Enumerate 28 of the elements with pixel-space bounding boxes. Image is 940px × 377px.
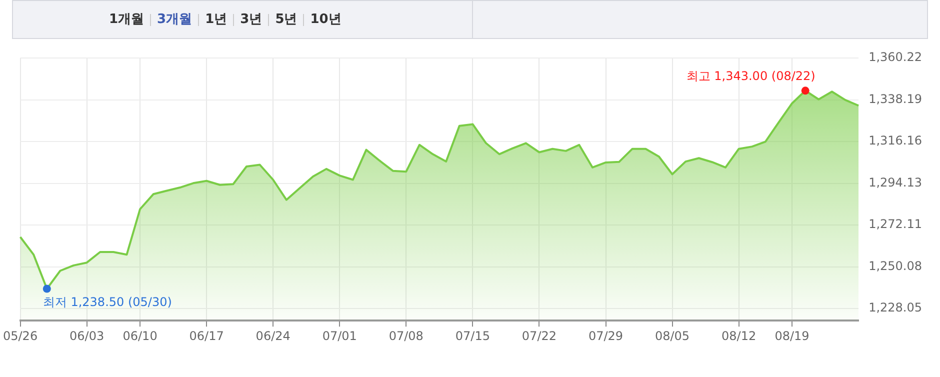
y-tick-label: 1,360.22 (868, 50, 922, 64)
y-tick-label: 1,272.11 (868, 217, 922, 232)
y-tick-label: 1,316.16 (868, 134, 922, 148)
y-tick-label: 1,250.08 (868, 258, 922, 273)
x-tick-label: 07/15 (455, 328, 490, 343)
text: 3개월 (150, 12, 198, 26)
text: 1년 (198, 12, 234, 26)
annotation: 최고 1,343.00 (08/22) (686, 68, 816, 83)
y-tick-label: 1,228.05 (868, 300, 922, 315)
y-tick-label: 1,294.13 (868, 175, 922, 190)
annotation: 최저 1,238.50 (05/30) (42, 294, 172, 309)
x-tick-label: 08/19 (774, 328, 810, 343)
text: 10년 (303, 12, 348, 26)
text: 3년 (233, 12, 268, 26)
text: 5년 (268, 12, 304, 26)
x-tick-label: 06/03 (70, 328, 104, 343)
x-tick-label: 08/12 (722, 328, 756, 343)
x-tick-label: 06/17 (189, 328, 224, 343)
x-tick-label: 06/10 (122, 328, 158, 343)
y-tick-label: 1,338.19 (868, 92, 922, 106)
x-tick-label: 07/22 (522, 328, 557, 343)
x-tick-label: 06/24 (256, 328, 290, 343)
x-tick-label: 07/29 (588, 328, 624, 343)
x-tick-label: 07/08 (388, 328, 424, 343)
x-tick-label: 08/05 (654, 328, 690, 343)
x-tick-label: 05/26 (2, 328, 38, 343)
x-tick-label: 07/01 (322, 328, 357, 343)
text: 1개월 (108, 12, 146, 26)
